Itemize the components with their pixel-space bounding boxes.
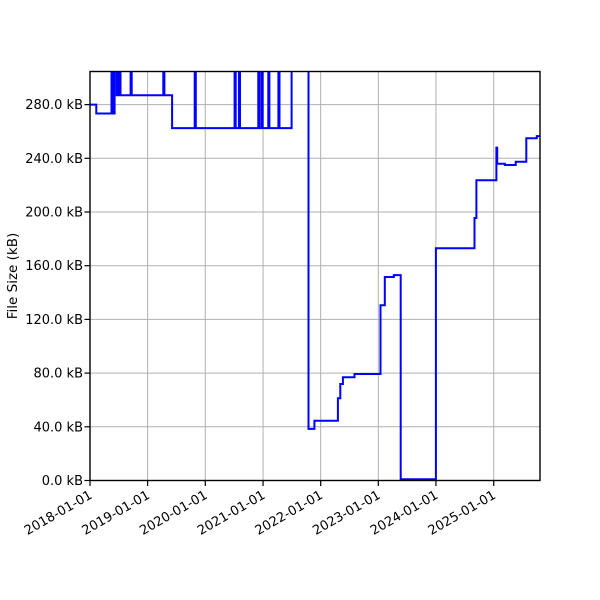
plot-border (89, 70, 541, 482)
y-tick-label: 200.0 kB (25, 206, 83, 221)
y-tick-label: 160.0 kB (25, 259, 83, 274)
gridlines (89, 71, 540, 481)
y-tick-label: 280.0 kB (25, 98, 83, 113)
y-tick-label: 80.0 kB (33, 367, 83, 382)
y-tick-label: 240.0 kB (25, 152, 83, 167)
y-tick-label: 120.0 kB (25, 313, 83, 328)
y-axis-title: File Size (kB) (5, 233, 21, 320)
file-size-line (90, 71, 540, 481)
y-tick-label: 40.0 kB (33, 420, 83, 435)
x-tick-labels: 2018-01-012019-01-012020-01-012021-01-01… (22, 488, 499, 539)
y-tick-label: 0.0 kB (42, 474, 83, 489)
axis-ticks (84, 103, 495, 486)
y-tick-labels: 0.0 kB 40.0 kB 80.0 kB 120.0 kB 160.0 kB 200.… (25, 98, 83, 489)
